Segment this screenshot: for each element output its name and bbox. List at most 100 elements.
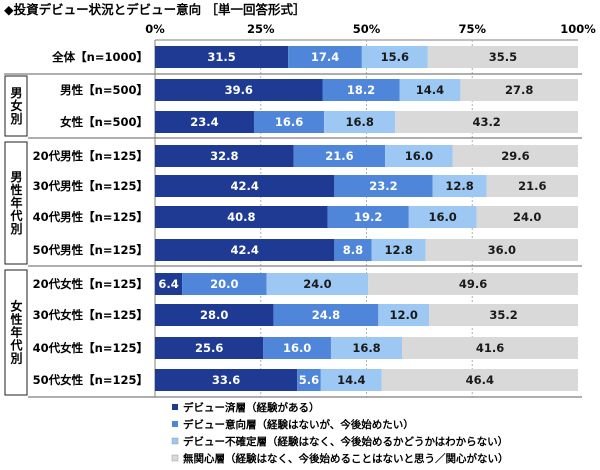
category-label: 50代女性【n=125】 xyxy=(33,373,148,387)
bar-segment xyxy=(429,304,578,326)
data-label: 41.6 xyxy=(476,341,504,355)
data-label: 42.4 xyxy=(230,243,258,257)
data-label: 29.6 xyxy=(501,149,529,163)
data-label: 39.6 xyxy=(225,83,253,97)
bar-segment xyxy=(324,111,396,133)
data-label: 24.0 xyxy=(303,277,331,291)
legend-label: デビュー済層（経験がある） xyxy=(183,401,320,414)
bar-segment xyxy=(402,337,578,359)
bar-segment xyxy=(263,337,331,359)
data-label: 21.6 xyxy=(325,149,353,163)
bar-segment xyxy=(432,175,487,197)
data-label: 40.8 xyxy=(227,210,255,224)
legend-label: デビュー不確定層（経験はなく、今後始めるかどうかはわからない） xyxy=(183,435,508,448)
legend-swatch xyxy=(171,437,179,445)
bar-segment xyxy=(427,46,578,68)
bar-segment xyxy=(381,369,578,391)
legend-swatch xyxy=(172,421,178,427)
chart-title: ◆投資デビュー状況とデビュー意向 ［単一回答形式］ xyxy=(4,2,305,17)
data-label: 16.8 xyxy=(346,115,374,129)
group-frame xyxy=(4,75,28,137)
bar-segment xyxy=(253,111,325,133)
group-frame xyxy=(4,269,28,396)
group-label: 男性年代別 xyxy=(9,170,23,235)
data-label: 14.4 xyxy=(337,373,365,387)
bar-segment xyxy=(288,46,362,68)
x-tick-label: 50% xyxy=(353,22,381,36)
bar-segment xyxy=(452,145,578,167)
data-label: 31.5 xyxy=(207,50,235,64)
bar-segment xyxy=(155,111,254,133)
category-label: 40代男性【n=125】 xyxy=(33,210,148,224)
bar-segment xyxy=(361,46,428,68)
bar-segment xyxy=(334,175,433,197)
data-label: 5.6 xyxy=(299,373,319,387)
data-label: 43.2 xyxy=(472,115,500,129)
data-label: 25.6 xyxy=(195,341,223,355)
category-label: 女性【n=500】 xyxy=(60,115,148,129)
data-label: 20.0 xyxy=(210,277,238,291)
category-label: 30代男性【n=125】 xyxy=(33,179,148,193)
data-label: 12.8 xyxy=(384,243,412,257)
data-label: 27.8 xyxy=(505,83,533,97)
data-label: 23.2 xyxy=(369,179,397,193)
bar-segment xyxy=(378,304,430,326)
bar-segment xyxy=(476,206,578,228)
bar-segment xyxy=(273,304,379,326)
data-label: 21.6 xyxy=(518,179,546,193)
data-label: 35.2 xyxy=(489,308,517,322)
data-label: 28.0 xyxy=(200,308,228,322)
category-label: 20代女性【n=125】 xyxy=(33,277,148,291)
category-label: 20代男性【n=125】 xyxy=(33,149,148,163)
data-label: 49.6 xyxy=(459,277,487,291)
bar-segment xyxy=(293,145,386,167)
bar-segment xyxy=(486,175,578,197)
legend-swatch xyxy=(172,404,178,410)
category-label: 30代女性【n=125】 xyxy=(33,308,148,322)
bar-segment xyxy=(425,239,578,261)
group-label: 男女別 xyxy=(9,86,23,125)
data-label: 46.4 xyxy=(466,373,494,387)
category-label: 40代女性【n=125】 xyxy=(33,341,148,355)
bar-segment xyxy=(395,111,578,133)
data-label: 19.2 xyxy=(354,210,382,224)
data-label: 36.0 xyxy=(488,243,516,257)
bar-segment xyxy=(297,369,321,391)
group-label: 女性年代別 xyxy=(9,299,23,365)
legend-label: 無関心層（経験はなく、今後始めることはないと思う／関心がない） xyxy=(183,452,509,465)
bar-segment xyxy=(155,304,274,326)
data-label: 16.8 xyxy=(352,341,380,355)
group-frame xyxy=(4,141,28,265)
category-label: 男性【n=500】 xyxy=(60,83,148,97)
bar-segment xyxy=(155,337,264,359)
bar-segment xyxy=(155,79,323,101)
category-label: 50代男性【n=125】 xyxy=(33,243,148,257)
bar-segment xyxy=(371,239,426,261)
data-label: 8.8 xyxy=(343,243,363,257)
bar-segment xyxy=(155,369,298,391)
data-label: 24.0 xyxy=(513,210,541,224)
legend-swatch xyxy=(171,454,179,462)
bar-segment xyxy=(322,79,400,101)
data-label: 16.0 xyxy=(428,210,456,224)
data-label: 33.6 xyxy=(212,373,240,387)
bar-segment xyxy=(327,206,409,228)
bar-segment xyxy=(155,239,335,261)
bar-segment xyxy=(182,273,267,295)
bar-segment xyxy=(399,79,461,101)
x-tick-label: 75% xyxy=(458,22,486,36)
bar-segment xyxy=(266,273,369,295)
bar-segment xyxy=(320,369,382,391)
data-label: 16.6 xyxy=(275,115,303,129)
data-label: 32.8 xyxy=(210,149,238,163)
bar-segment xyxy=(460,79,578,101)
bar-segment xyxy=(368,273,578,295)
data-label: 23.4 xyxy=(190,115,218,129)
data-label: 17.4 xyxy=(311,50,339,64)
bar-segment xyxy=(408,206,477,228)
bar-segment xyxy=(155,206,328,228)
data-label: 12.8 xyxy=(445,179,473,193)
data-label: 42.4 xyxy=(230,179,258,193)
legend-label: デビュー意向層（経験はないが、今後始めたい） xyxy=(183,418,414,431)
